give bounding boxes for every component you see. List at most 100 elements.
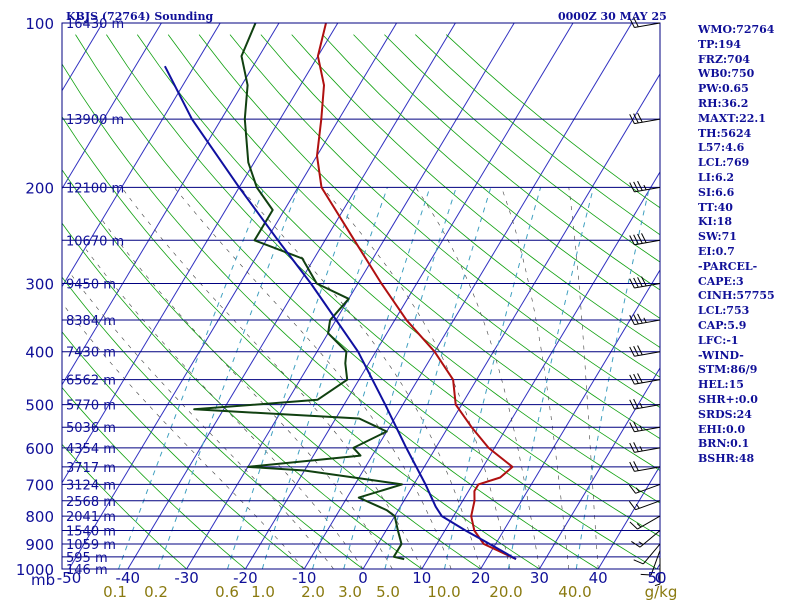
wind-barb-half-flag xyxy=(643,184,647,191)
wind-barb-staff xyxy=(650,550,661,576)
wind-barb-staff xyxy=(634,118,661,125)
wind-barb-flag xyxy=(633,314,639,325)
wind-barb-flag xyxy=(633,113,639,124)
wind-barb-staff xyxy=(635,500,661,511)
pressure-tick-label: 400 xyxy=(25,344,54,362)
height-label: 1540 m xyxy=(66,524,116,539)
index-item: CAPE:3 xyxy=(698,274,744,288)
index-item: LI:6.2 xyxy=(698,170,735,184)
wind-barb-half-flag xyxy=(636,523,642,528)
index-item: KI:18 xyxy=(698,215,733,229)
wind-barb-flag xyxy=(629,235,635,246)
wind-barb-flag xyxy=(629,346,635,357)
index-item: BRN:0.1 xyxy=(698,437,750,451)
valid-time: 0000Z 30 MAY 25 xyxy=(558,10,667,23)
mixing-ratio-tick-label: 0.1 xyxy=(103,583,127,600)
wind-barb-flag xyxy=(637,233,643,244)
wind-barbs xyxy=(628,17,661,587)
wind-barb-flag xyxy=(640,573,652,576)
dewpoint-trace xyxy=(193,23,405,561)
index-item: LCL:753 xyxy=(698,304,750,318)
wind-barb-half-flag xyxy=(635,503,640,509)
mixing-ratio-tick-label: 1.0 xyxy=(251,583,275,600)
sounding-title: KBJS (72764) Sounding xyxy=(66,10,214,23)
mixing-ratio-tick-label: 10.0 xyxy=(427,583,460,600)
dry-adiabat-line xyxy=(167,34,660,471)
wind-barb-staff xyxy=(634,239,661,246)
temperature-tick-label: -50 xyxy=(57,569,82,587)
dry-adiabat-line xyxy=(75,34,658,569)
isotherm-line xyxy=(421,171,660,569)
index-item: WB0:750 xyxy=(698,67,755,81)
wind-barb-half-flag xyxy=(639,446,643,452)
index-item: SI:6.6 xyxy=(698,185,735,199)
height-label: 8384 m xyxy=(66,314,116,329)
pressure-tick-label: 1000 xyxy=(16,561,54,579)
wind-barb-flag xyxy=(633,442,639,452)
isotherm-line xyxy=(244,23,574,569)
height-label: 1059 m xyxy=(66,538,116,553)
sounding-traces xyxy=(164,23,517,561)
isotherm-line xyxy=(62,23,221,288)
isotherm-line xyxy=(480,269,660,569)
wind-barb-flag xyxy=(628,501,636,510)
isotherm-line xyxy=(68,23,398,569)
wind-barb-staff xyxy=(634,466,661,472)
mixing-ratio-tick-label: 5.0 xyxy=(376,583,400,600)
dry-adiabat-line xyxy=(229,34,660,409)
dry-adiabat-line xyxy=(198,34,660,440)
pressure-tick-label: 100 xyxy=(25,15,54,33)
chart-grid xyxy=(62,23,660,569)
height-label: 16430 m xyxy=(66,17,124,32)
wind-barb-flag xyxy=(629,399,635,410)
temperature-tick-label: 10 xyxy=(412,569,431,587)
wind-barb-flag xyxy=(629,182,635,193)
wind-barb-flag xyxy=(637,112,643,123)
mixing-ratio-line xyxy=(312,187,431,569)
index-item: RH:36.2 xyxy=(698,96,749,110)
index-item: CAP:5.9 xyxy=(698,318,747,332)
temperature-tick-label: 40 xyxy=(589,569,608,587)
mixing-ratio-line xyxy=(261,187,388,569)
mixing-ratio-line xyxy=(157,187,300,569)
wind-barb-flag xyxy=(629,278,635,289)
wind-barb-flag xyxy=(633,345,639,356)
mixing-ratio-tick-label: 40.0 xyxy=(558,583,591,600)
temperature-tick-label: 0 xyxy=(358,569,368,587)
index-item: LFC:-1 xyxy=(698,333,739,347)
isotherm-line xyxy=(62,23,339,484)
mixing-ratio-line xyxy=(227,187,359,569)
parcel-trace xyxy=(164,65,517,560)
dry-adiabat-line xyxy=(62,386,247,569)
isotherm-line xyxy=(127,23,456,569)
wind-barb-flag xyxy=(629,374,635,385)
height-label: 10670 m xyxy=(66,234,124,249)
moist-adiabat-line xyxy=(174,187,452,569)
index-item: -WIND- xyxy=(698,348,744,362)
isotherm-line xyxy=(362,73,660,569)
y-axis-unit: mb xyxy=(31,571,55,589)
wind-barb-flag xyxy=(629,442,635,453)
pressure-tick-label: 800 xyxy=(25,508,54,526)
index-item: TH:5624 xyxy=(698,126,752,140)
height-label: 7430 m xyxy=(66,346,116,361)
moist-adiabat-line xyxy=(121,187,423,569)
dry-adiabat-line xyxy=(62,63,599,569)
temperature-tick-label: 20 xyxy=(471,569,490,587)
wind-barb-flag xyxy=(629,422,635,432)
moist-adiabat-line xyxy=(62,302,305,569)
isotherm-line xyxy=(62,23,162,190)
wind-barb-half-flag xyxy=(643,317,647,323)
dry-adiabat-line xyxy=(62,222,423,569)
index-item: BSHR:48 xyxy=(698,452,755,466)
wind-barb-half-flag xyxy=(639,402,643,408)
wind-barb-flag xyxy=(629,521,638,530)
wind-barb-flag xyxy=(633,421,639,432)
wind-barb-flag xyxy=(633,398,639,409)
wind-barb-flag xyxy=(641,276,647,287)
index-item: -PARCEL- xyxy=(698,259,758,273)
index-list: WMO:72764 TP:194 FRZ:704 WB0:750 PW:0.65 RH:3… xyxy=(698,23,775,467)
height-label: 5036 m xyxy=(66,421,116,436)
height-label: 3717 m xyxy=(66,461,116,476)
